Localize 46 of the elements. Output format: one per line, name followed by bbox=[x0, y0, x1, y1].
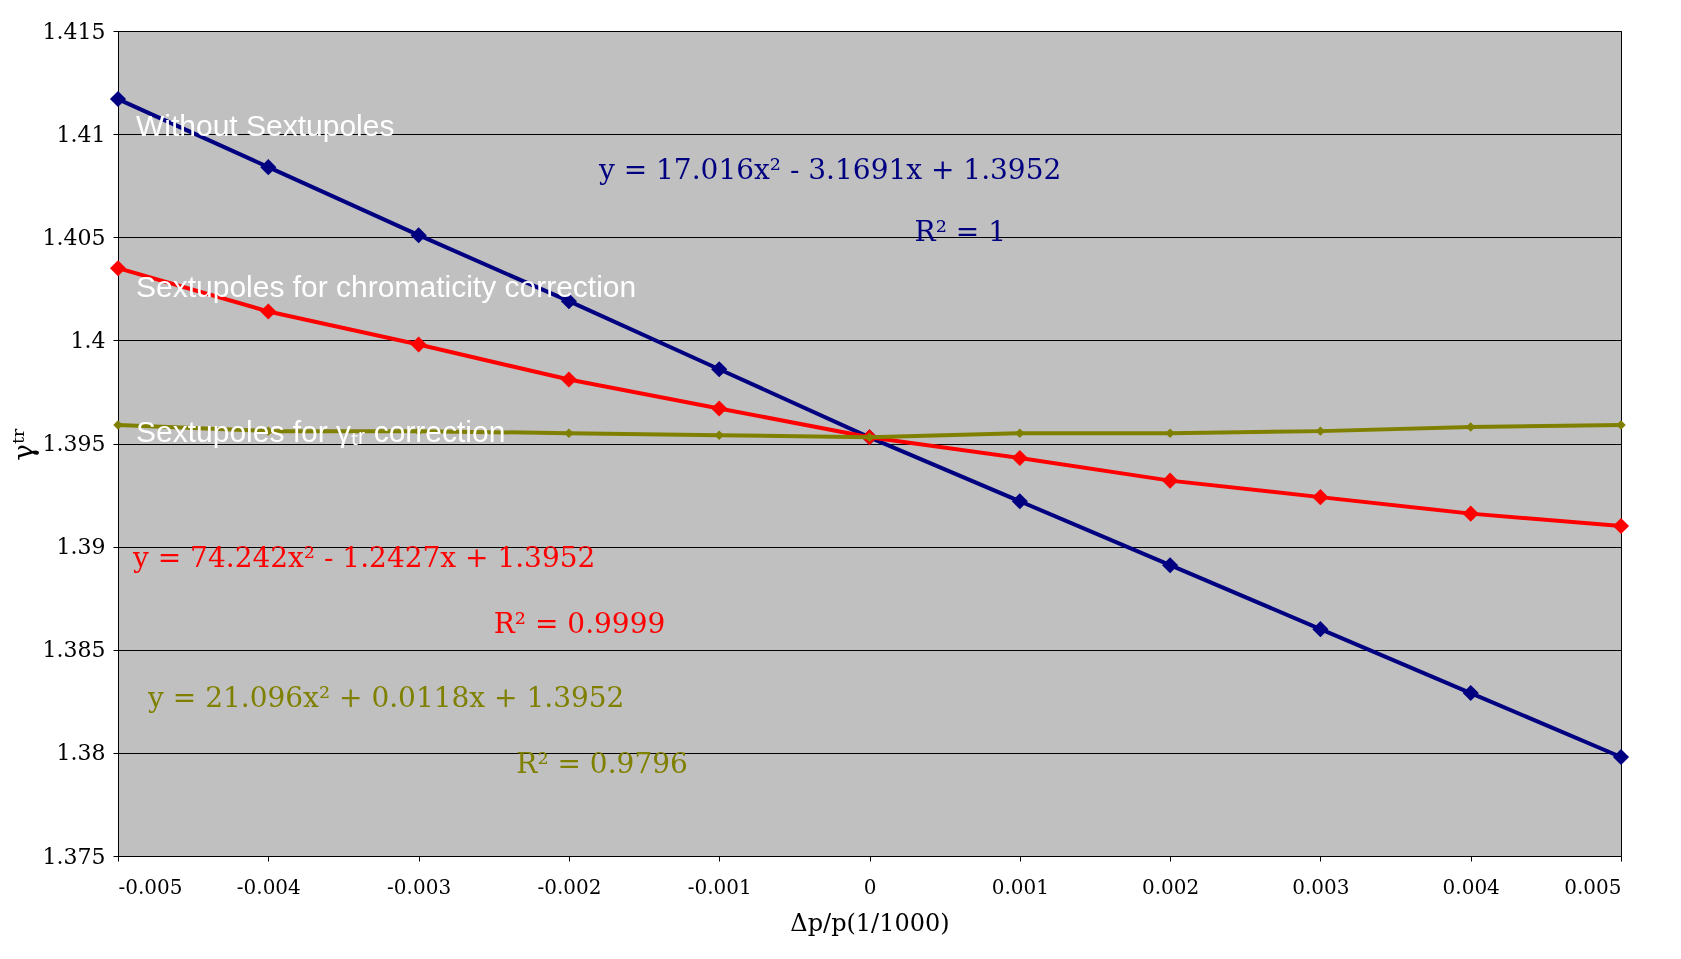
y-axis-title: γᵗʳ bbox=[6, 427, 40, 461]
point bbox=[1312, 621, 1329, 638]
x-tick-label: -0.005 bbox=[118, 874, 183, 899]
point bbox=[560, 371, 577, 388]
y-tick-label: 1.375 bbox=[42, 843, 106, 869]
point bbox=[711, 361, 728, 378]
annotation: y = 17.016x² - 3.1691x + 1.3952 bbox=[597, 153, 1062, 187]
y-tick-label: 1.4 bbox=[70, 327, 106, 353]
point bbox=[1462, 505, 1479, 522]
annotation: y = 21.096x² + 0.0118x + 1.3952 bbox=[147, 681, 625, 715]
point bbox=[1612, 517, 1630, 535]
x-tick-label: -0.003 bbox=[387, 874, 452, 899]
point bbox=[260, 303, 277, 320]
x-tick-label: 0.001 bbox=[991, 874, 1049, 899]
point bbox=[711, 400, 728, 417]
y-tick-label: 1.38 bbox=[56, 740, 106, 766]
annotation: R² = 0.9999 bbox=[493, 607, 666, 640]
x-tick-label: 0 bbox=[863, 874, 877, 899]
point bbox=[1462, 685, 1479, 702]
point bbox=[109, 91, 127, 108]
x-tick-label: 0.002 bbox=[1141, 874, 1200, 899]
y-tick-label: 1.395 bbox=[42, 431, 106, 456]
x-tick-label: -0.001 bbox=[687, 874, 752, 899]
point bbox=[1011, 493, 1028, 510]
y-tick-label: 1.39 bbox=[56, 534, 106, 560]
annotation: y = 74.242x² - 1.2427x + 1.3952 bbox=[132, 541, 596, 574]
point bbox=[1312, 489, 1329, 506]
point bbox=[1612, 748, 1630, 766]
x-axis-title: Δp/p(1/1000) bbox=[790, 908, 950, 937]
point bbox=[1162, 557, 1179, 574]
y-tick-label: 1.385 bbox=[42, 637, 106, 663]
point bbox=[1162, 472, 1179, 489]
x-tick-label: -0.004 bbox=[236, 874, 301, 899]
x-tick-label: 0.004 bbox=[1442, 874, 1500, 899]
x-tick-label: -0.002 bbox=[537, 874, 602, 899]
x-tick-label: 0.005 bbox=[1564, 874, 1622, 899]
point bbox=[410, 227, 427, 244]
y-tick-label: 1.415 bbox=[42, 18, 106, 44]
y-tick-label: 1.405 bbox=[42, 224, 106, 250]
point bbox=[260, 159, 277, 176]
y-tick-label: 1.41 bbox=[56, 121, 106, 147]
x-tick-label: 0.003 bbox=[1292, 874, 1350, 899]
point bbox=[410, 336, 427, 353]
annotation: R² = 0.9796 bbox=[516, 747, 688, 781]
point bbox=[1011, 449, 1028, 466]
point bbox=[109, 260, 127, 277]
